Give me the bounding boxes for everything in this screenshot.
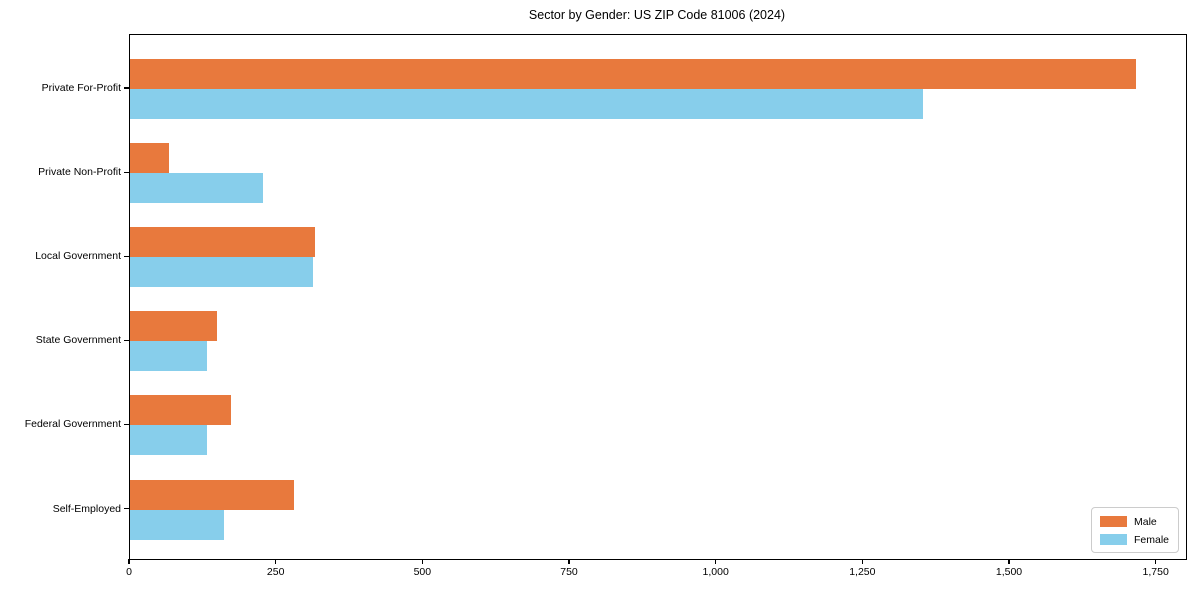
legend-entry-female: Female	[1100, 532, 1170, 547]
bar-female-private-for-profit	[130, 89, 924, 119]
bar-male-private-for-profit	[130, 59, 1137, 89]
x-tick-label: 1,750	[1142, 566, 1169, 578]
y-tick-mark	[124, 423, 129, 425]
bar-female-state-government	[130, 341, 208, 372]
bar-female-federal-government	[130, 425, 208, 456]
y-tick-label: Self-Employed	[52, 502, 121, 515]
y-tick-label: Private For-Profit	[41, 82, 121, 94]
y-tick-label: Federal Government	[24, 418, 121, 431]
y-tick-mark	[124, 507, 129, 510]
plot-area	[129, 34, 1187, 560]
y-tick-mark	[124, 87, 129, 89]
bar-male-state-government	[130, 311, 217, 342]
x-tick-mark	[715, 559, 717, 564]
chart-title: Sector by Gender: US ZIP Code 81006 (202…	[528, 8, 786, 22]
legend-swatch-male	[1100, 516, 1127, 527]
x-tick-label: 0	[126, 566, 132, 578]
legend-swatch-female	[1100, 534, 1127, 545]
x-tick-label: 1,000	[702, 566, 729, 578]
y-tick-mark	[124, 339, 129, 341]
x-tick-mark	[568, 559, 570, 564]
x-tick-mark	[861, 559, 863, 564]
x-tick-label: 500	[413, 566, 432, 578]
legend: Male Female	[1091, 507, 1179, 553]
x-tick-label: 1,250	[849, 566, 876, 578]
x-tick-mark	[275, 559, 277, 564]
x-tick-label: 1,500	[995, 566, 1023, 578]
y-tick-label: Local Government	[35, 250, 121, 263]
y-tick-mark	[124, 171, 129, 173]
x-tick-mark	[128, 559, 130, 564]
bar-female-local-government	[130, 257, 314, 288]
x-tick-label: 750	[560, 566, 578, 578]
y-tick-label: State Government	[35, 334, 121, 347]
y-tick-mark	[124, 255, 129, 257]
x-tick-mark	[1008, 559, 1010, 564]
bar-male-self-employed	[130, 479, 294, 510]
legend-entry-male: Male	[1100, 514, 1170, 529]
legend-label-female: Female	[1134, 533, 1170, 546]
bar-male-local-government	[130, 227, 316, 258]
bar-female-self-employed	[130, 509, 225, 540]
x-tick-mark	[421, 559, 423, 564]
bar-male-federal-government	[130, 395, 231, 426]
x-tick-mark	[1155, 559, 1157, 564]
legend-label-male: Male	[1134, 515, 1157, 528]
bar-male-private-non-profit	[130, 143, 170, 174]
x-tick-label: 250	[266, 566, 285, 578]
bar-female-private-non-profit	[130, 173, 263, 204]
y-tick-label: Private Non-Profit	[38, 166, 121, 179]
